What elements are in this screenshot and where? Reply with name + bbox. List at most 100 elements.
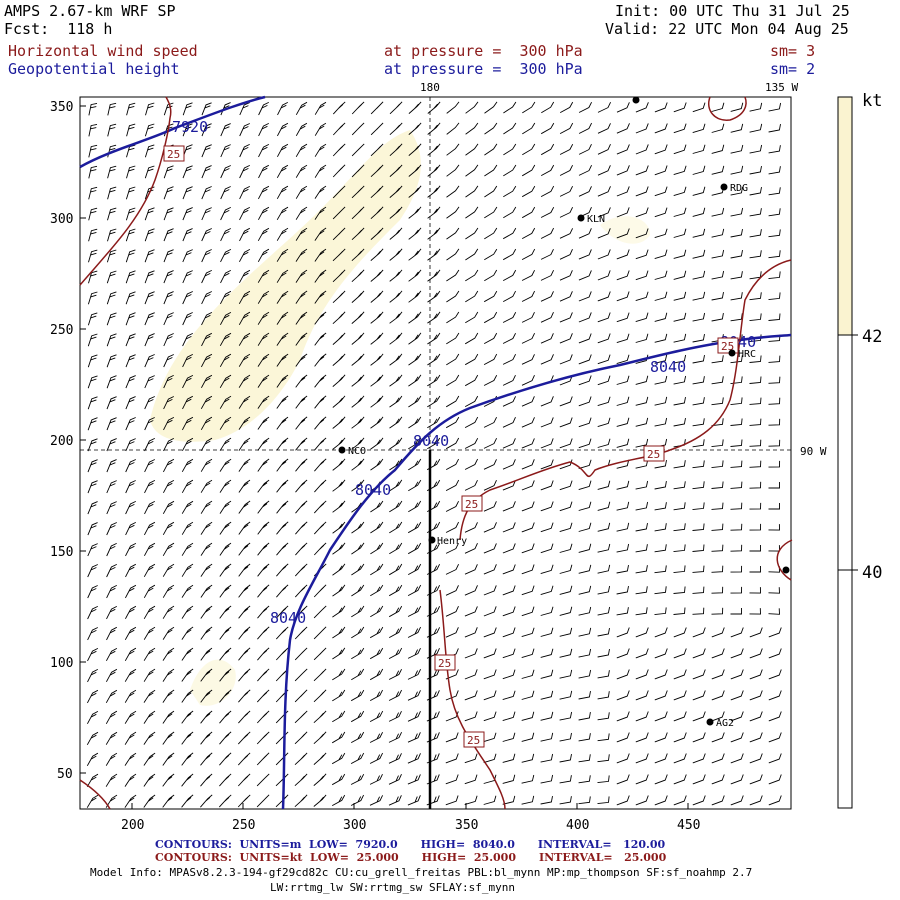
wind-barb bbox=[351, 311, 365, 324]
wind-barb bbox=[125, 459, 136, 473]
wind-barb bbox=[88, 249, 98, 263]
wind-barb bbox=[521, 795, 535, 805]
wind-barb bbox=[370, 353, 384, 366]
wind-barb bbox=[521, 543, 535, 554]
wind-barb bbox=[219, 731, 232, 745]
wind-barb bbox=[107, 123, 117, 137]
wind-barb bbox=[388, 689, 403, 701]
wind-barb bbox=[692, 586, 705, 594]
wind-barb bbox=[313, 710, 327, 724]
wind-barb bbox=[768, 102, 782, 112]
wind-barb bbox=[294, 647, 308, 661]
wind-barb bbox=[597, 312, 611, 323]
wind-barb bbox=[503, 206, 517, 219]
wind-barb bbox=[711, 397, 724, 406]
wind-barb bbox=[597, 228, 611, 239]
wind-barb bbox=[597, 712, 610, 721]
wind-barb bbox=[407, 753, 421, 764]
wind-barb bbox=[200, 710, 213, 724]
wind-barb bbox=[692, 102, 706, 113]
wind-barb bbox=[673, 690, 687, 701]
wind-barb bbox=[616, 753, 630, 764]
wind-barb bbox=[465, 290, 479, 303]
wind-barb bbox=[692, 270, 706, 280]
wind-barb bbox=[351, 248, 365, 262]
wind-barb bbox=[332, 332, 346, 345]
wind-barb bbox=[181, 542, 194, 556]
wind-barb bbox=[578, 122, 593, 134]
wind-barb bbox=[427, 332, 441, 345]
wind-barb bbox=[616, 586, 629, 595]
wind-barb bbox=[389, 143, 403, 157]
wind-barb bbox=[238, 332, 251, 346]
wind-barb bbox=[276, 563, 289, 577]
wind-barb bbox=[107, 207, 117, 221]
smoothing-2: sm= 2 bbox=[770, 60, 816, 78]
y-tick-350: 350 bbox=[50, 100, 73, 115]
wind-barb bbox=[692, 648, 706, 659]
wind-barb bbox=[408, 500, 422, 513]
wind-barb bbox=[749, 690, 763, 701]
wind-barb bbox=[540, 796, 553, 805]
wind-barb bbox=[616, 375, 630, 385]
wind-barb bbox=[87, 459, 98, 473]
wind-barb bbox=[654, 627, 668, 638]
wind-barb bbox=[426, 563, 441, 575]
wind-barb bbox=[616, 669, 630, 680]
wind-barb bbox=[654, 291, 668, 301]
wind-barb bbox=[144, 228, 155, 242]
wind-barb bbox=[370, 521, 384, 534]
wind-barb bbox=[673, 270, 687, 280]
wind-barb bbox=[540, 543, 554, 554]
speed-contour-labels: 25 25 25 25 25 25 bbox=[163, 145, 739, 748]
wind-barb bbox=[238, 563, 251, 577]
wind-barb bbox=[578, 606, 592, 616]
wind-barb bbox=[239, 249, 251, 263]
wind-barb bbox=[106, 501, 117, 515]
wind-barb bbox=[125, 375, 136, 389]
wind-barb bbox=[502, 585, 516, 596]
wind-barb bbox=[276, 185, 289, 200]
wind-barb bbox=[294, 710, 308, 724]
wind-barb bbox=[521, 438, 535, 449]
wind-barb bbox=[559, 101, 574, 113]
wind-barb bbox=[294, 584, 308, 598]
wind-barb bbox=[559, 207, 574, 218]
wind-barb bbox=[768, 376, 781, 384]
wind-barb bbox=[314, 290, 327, 304]
wind-barb bbox=[578, 186, 592, 197]
wind-barb bbox=[446, 101, 460, 114]
wind-barb bbox=[314, 374, 327, 388]
wind-barb bbox=[407, 669, 422, 680]
wind-barb bbox=[749, 439, 762, 447]
wind-barb bbox=[768, 418, 781, 426]
wind-barb bbox=[578, 585, 592, 595]
wind-barb bbox=[711, 439, 724, 448]
wind-barb bbox=[105, 710, 118, 725]
wind-barb bbox=[464, 711, 478, 722]
wind-barb bbox=[654, 502, 667, 511]
wind-barb bbox=[654, 795, 668, 806]
wind-barb bbox=[654, 774, 668, 785]
wind-barb bbox=[768, 397, 781, 405]
wind-barbs bbox=[86, 101, 782, 808]
wind-barb bbox=[275, 752, 289, 766]
wind-barb bbox=[597, 333, 611, 344]
wind-barb bbox=[559, 732, 572, 742]
wind-barb bbox=[730, 207, 744, 217]
wind-barb bbox=[635, 228, 649, 239]
wind-barb bbox=[238, 437, 251, 451]
wind-barb bbox=[559, 396, 573, 407]
wind-barb bbox=[125, 186, 136, 200]
height-label-8040-c: 8040 bbox=[355, 481, 391, 499]
wind-barb bbox=[692, 711, 706, 722]
wind-barb bbox=[427, 395, 441, 408]
wind-barb bbox=[597, 165, 611, 176]
wind-barb bbox=[351, 206, 365, 220]
wind-barb bbox=[294, 731, 308, 745]
wind-barb bbox=[559, 669, 573, 679]
wind-barb bbox=[559, 564, 573, 574]
wind-barb bbox=[654, 690, 668, 701]
wind-barb bbox=[219, 353, 232, 368]
wind-barb bbox=[730, 565, 743, 573]
